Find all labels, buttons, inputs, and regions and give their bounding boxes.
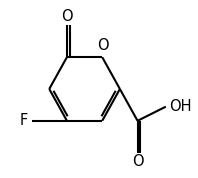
Text: F: F	[20, 113, 28, 128]
Text: O: O	[97, 38, 109, 53]
Text: OH: OH	[169, 99, 192, 114]
Text: O: O	[132, 154, 143, 169]
Text: O: O	[61, 9, 73, 24]
